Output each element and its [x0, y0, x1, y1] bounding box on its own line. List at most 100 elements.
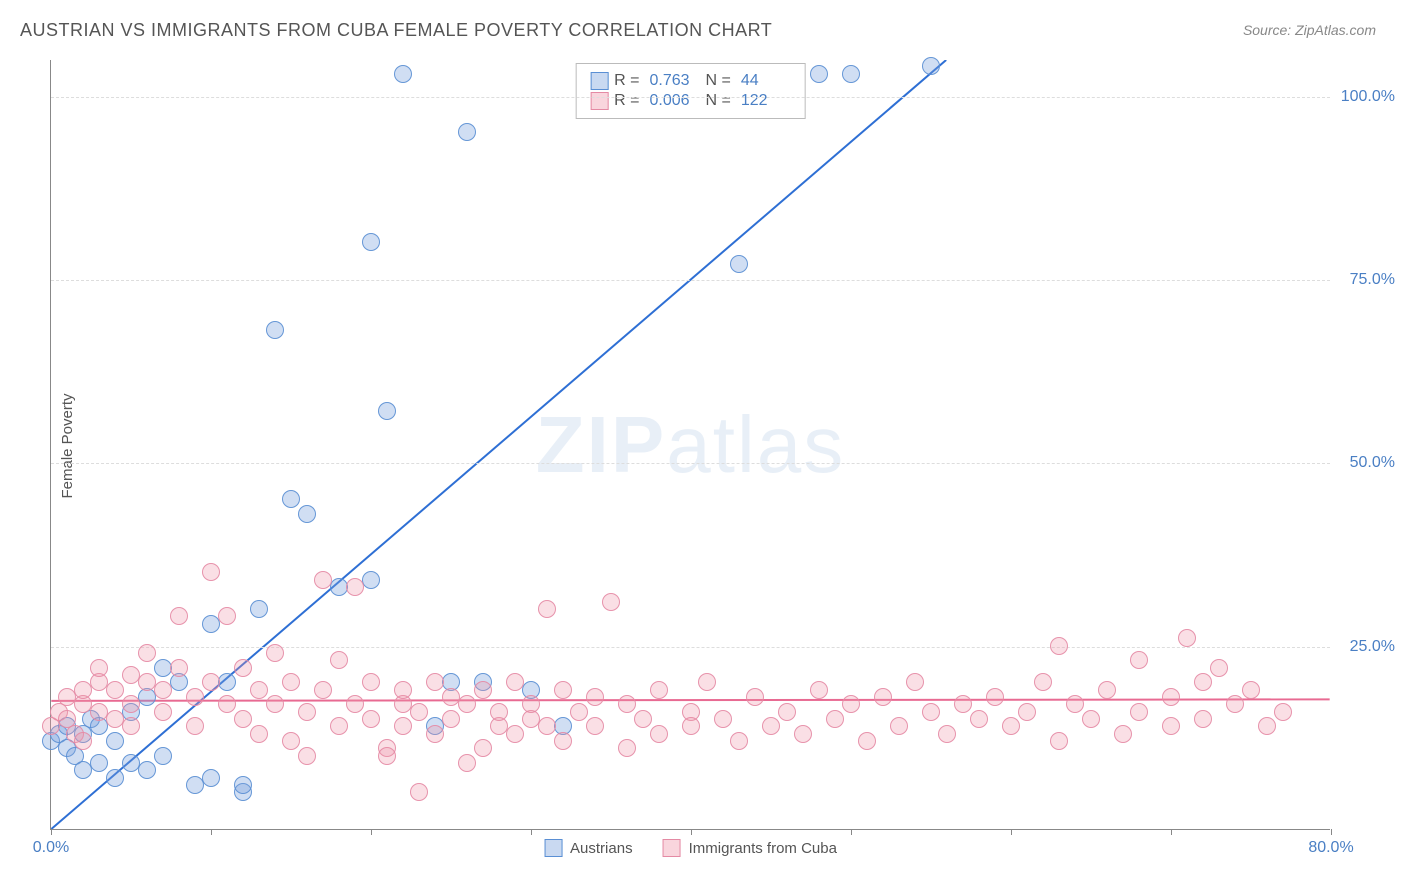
swatch-pink-icon	[590, 92, 608, 110]
xtick-mark	[211, 829, 212, 835]
data-point	[538, 717, 556, 735]
data-point	[826, 710, 844, 728]
data-point	[858, 732, 876, 750]
data-point	[1034, 673, 1052, 691]
legend-row-austrians: R = 0.763 N = 44	[590, 72, 791, 90]
data-point	[586, 688, 604, 706]
data-point	[970, 710, 988, 728]
data-point	[346, 695, 364, 713]
gridline	[51, 647, 1330, 648]
data-point	[1130, 651, 1148, 669]
data-point	[106, 769, 124, 787]
data-point	[458, 754, 476, 772]
data-point	[122, 695, 140, 713]
data-point	[1178, 629, 1196, 647]
data-point	[906, 673, 924, 691]
data-point	[362, 710, 380, 728]
xtick-mark	[531, 829, 532, 835]
data-point	[266, 644, 284, 662]
data-point	[170, 659, 188, 677]
data-point	[234, 659, 252, 677]
data-point	[778, 703, 796, 721]
data-point	[1002, 717, 1020, 735]
data-point	[378, 402, 396, 420]
data-point	[1050, 637, 1068, 655]
data-point	[922, 57, 940, 75]
data-point	[1098, 681, 1116, 699]
data-point	[1018, 703, 1036, 721]
data-point	[922, 703, 940, 721]
data-point	[122, 717, 140, 735]
data-point	[954, 695, 972, 713]
data-point	[730, 732, 748, 750]
data-point	[282, 673, 300, 691]
n-value-cuba: 122	[741, 92, 791, 110]
r-label: R =	[614, 92, 639, 110]
legend-stats: R = 0.763 N = 44 R = 0.006 N = 122	[575, 63, 806, 119]
data-point	[218, 607, 236, 625]
data-point	[1242, 681, 1260, 699]
data-point	[154, 703, 172, 721]
data-point	[266, 695, 284, 713]
data-point	[394, 65, 412, 83]
plot-area: ZIPatlas R = 0.763 N = 44 R = 0.006 N = …	[50, 60, 1330, 830]
data-point	[634, 710, 652, 728]
xtick-mark	[851, 829, 852, 835]
ytick-label: 100.0%	[1341, 88, 1395, 106]
data-point	[410, 703, 428, 721]
data-point	[1194, 673, 1212, 691]
ytick-label: 75.0%	[1350, 271, 1395, 289]
data-point	[650, 725, 668, 743]
data-point	[842, 65, 860, 83]
data-point	[218, 695, 236, 713]
data-point	[586, 717, 604, 735]
watermark: ZIPatlas	[536, 399, 845, 491]
data-point	[106, 732, 124, 750]
data-point	[506, 673, 524, 691]
data-point	[538, 600, 556, 618]
data-point	[138, 644, 156, 662]
data-point	[938, 725, 956, 743]
data-point	[250, 681, 268, 699]
data-point	[506, 725, 524, 743]
data-point	[730, 255, 748, 273]
gridline	[51, 463, 1330, 464]
data-point	[250, 725, 268, 743]
data-point	[154, 747, 172, 765]
data-point	[458, 695, 476, 713]
data-point	[90, 754, 108, 772]
data-point	[810, 65, 828, 83]
gridline	[51, 280, 1330, 281]
data-point	[1210, 659, 1228, 677]
data-point	[202, 769, 220, 787]
data-point	[170, 607, 188, 625]
data-point	[618, 739, 636, 757]
legend-item-cuba: Immigrants from Cuba	[663, 839, 837, 857]
swatch-pink-icon	[663, 839, 681, 857]
legend-label: Austrians	[570, 840, 633, 857]
data-point	[218, 673, 236, 691]
data-point	[362, 571, 380, 589]
data-point	[618, 695, 636, 713]
data-point	[714, 710, 732, 728]
data-point	[1162, 688, 1180, 706]
swatch-blue-icon	[590, 72, 608, 90]
data-point	[1050, 732, 1068, 750]
r-label: R =	[614, 72, 639, 90]
data-point	[458, 123, 476, 141]
data-point	[266, 321, 284, 339]
data-point	[554, 732, 572, 750]
data-point	[874, 688, 892, 706]
data-point	[330, 717, 348, 735]
xtick-label: 80.0%	[1308, 839, 1353, 857]
watermark-light: atlas	[666, 400, 845, 489]
data-point	[138, 761, 156, 779]
xtick-mark	[1011, 829, 1012, 835]
data-point	[346, 578, 364, 596]
r-value-cuba: 0.006	[650, 92, 700, 110]
xtick-mark	[1171, 829, 1172, 835]
xtick-label: 0.0%	[33, 839, 69, 857]
data-point	[234, 776, 252, 794]
data-point	[410, 783, 428, 801]
data-point	[522, 695, 540, 713]
